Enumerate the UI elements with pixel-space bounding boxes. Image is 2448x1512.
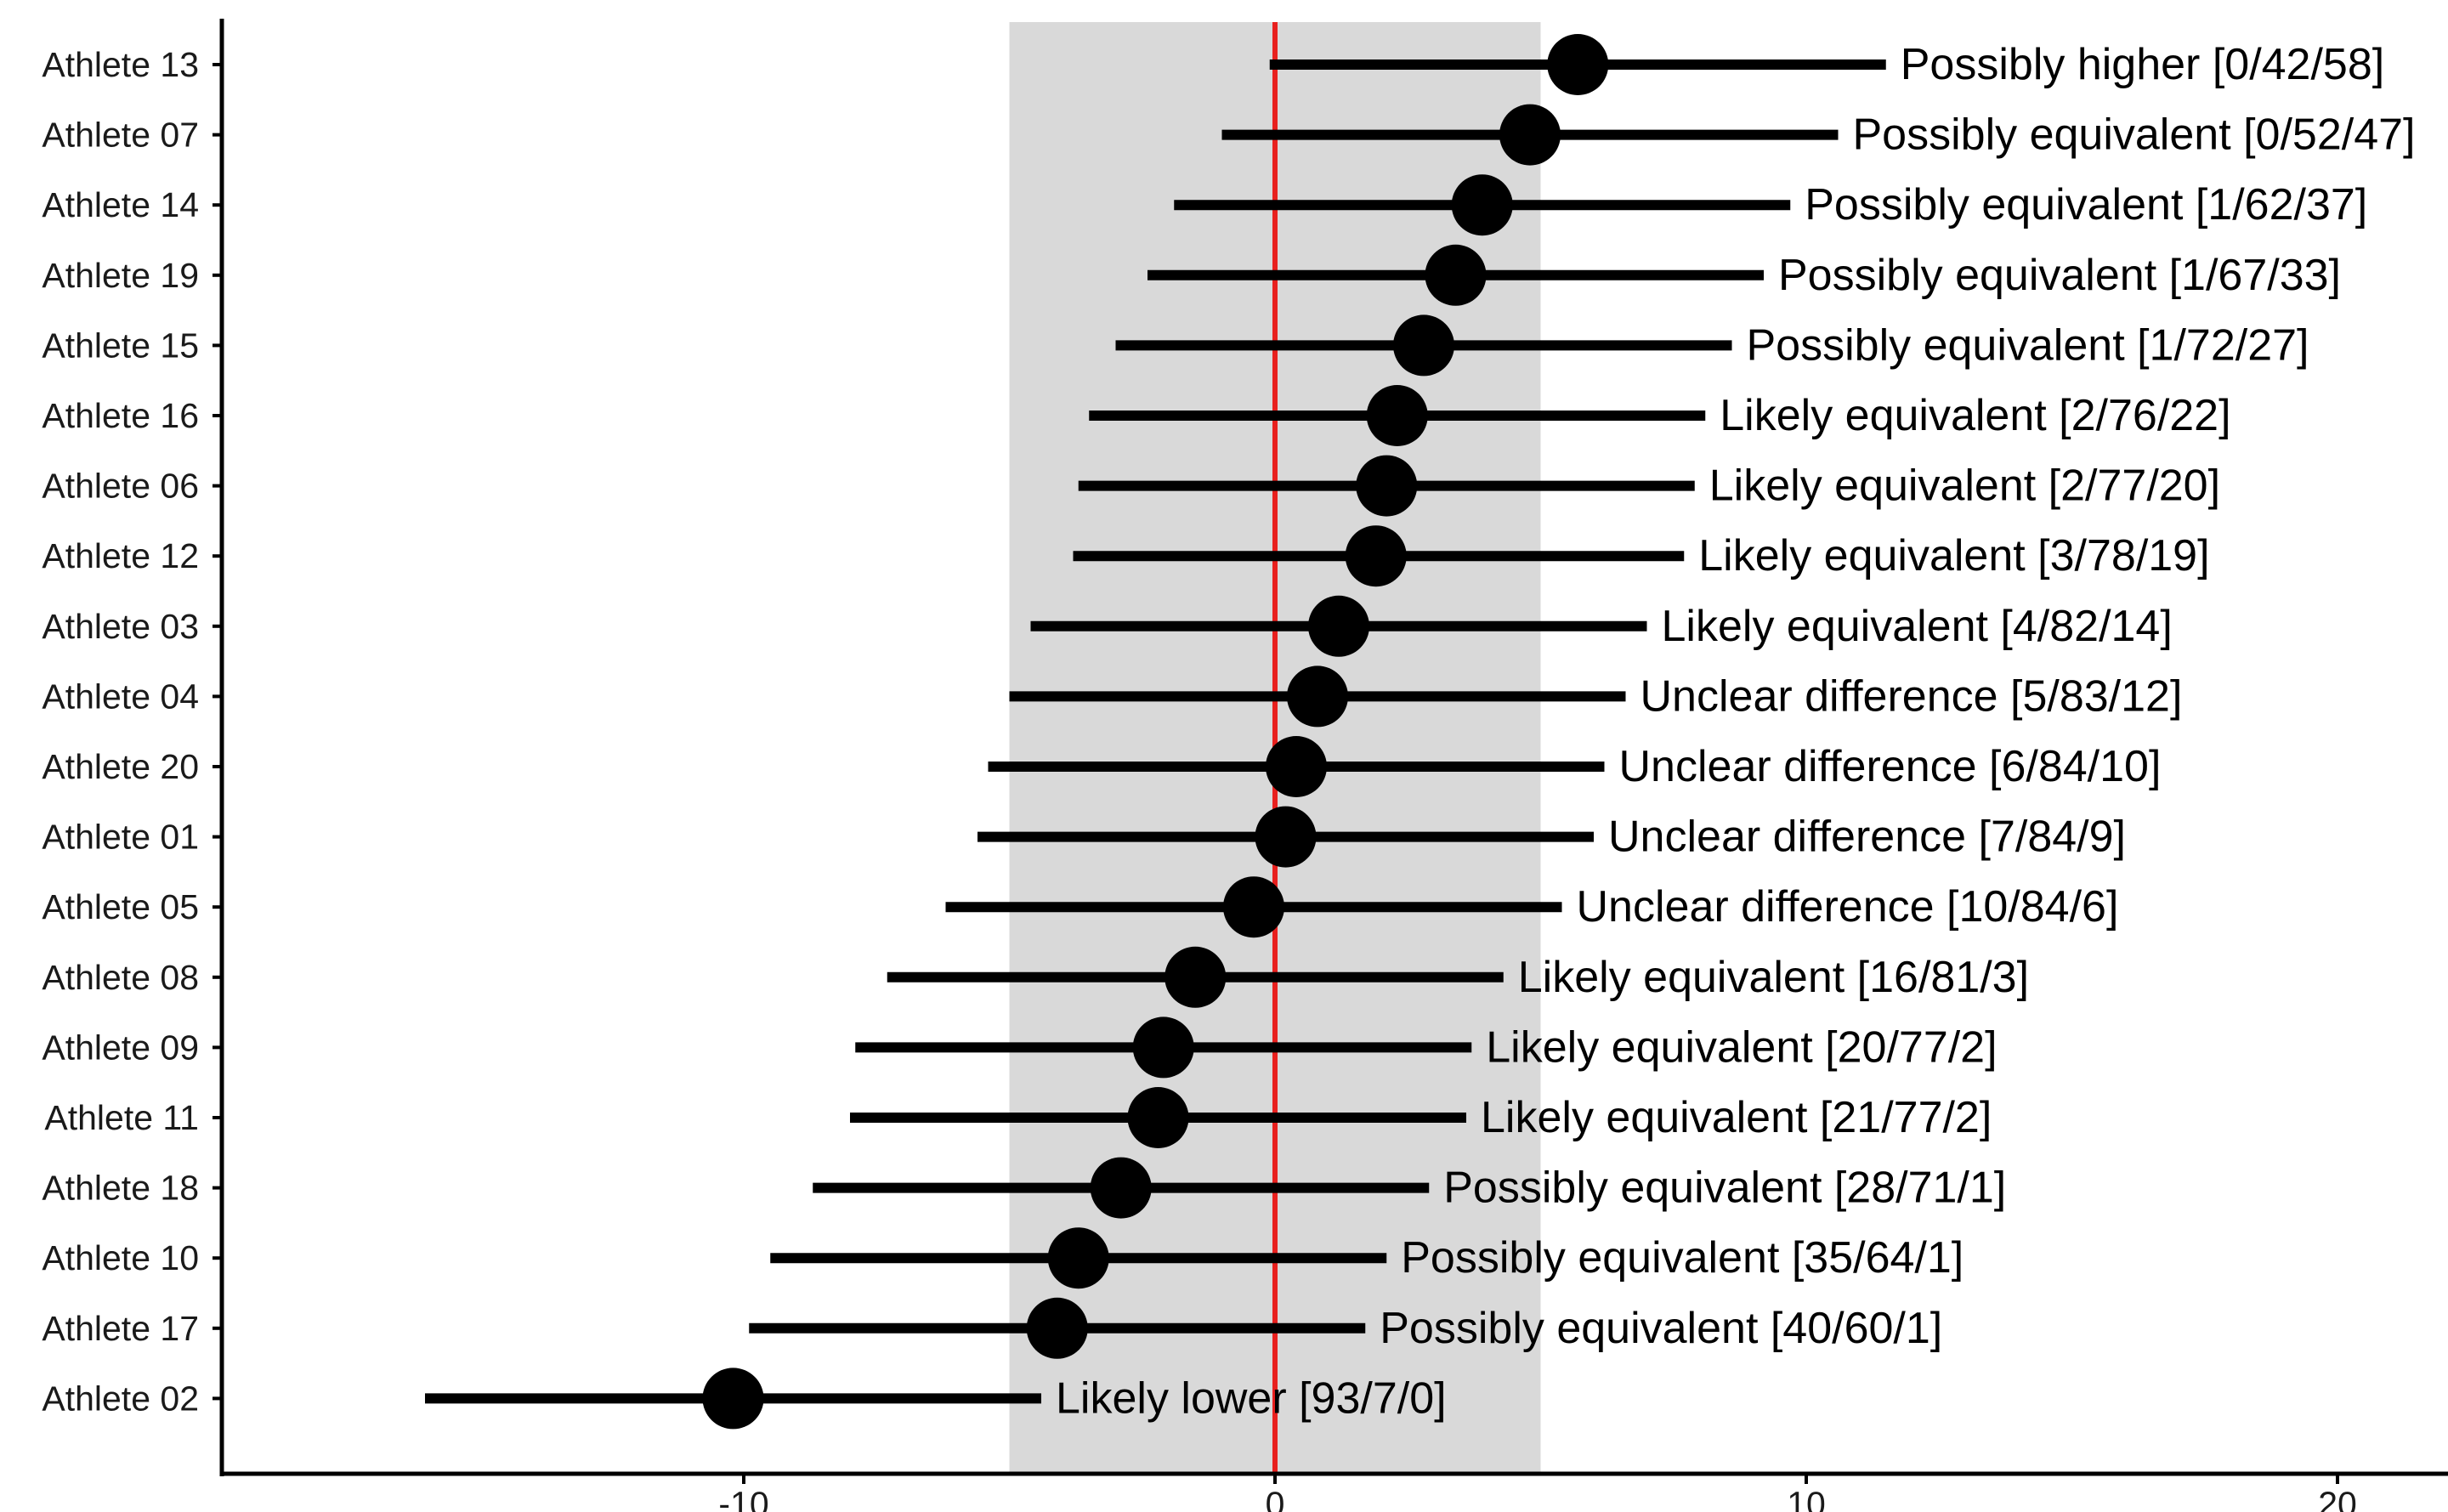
estimate-point	[1356, 455, 1418, 517]
y-tick-label: Athlete 08	[42, 958, 199, 997]
y-tick-label: Athlete 05	[42, 887, 199, 926]
y-tick-label: Athlete 13	[42, 45, 199, 84]
y-tick-label: Athlete 10	[42, 1238, 199, 1277]
estimate-point	[1090, 1157, 1152, 1219]
row-athlete-05: Unclear difference [10/84/6]	[945, 876, 2119, 938]
estimate-point	[1345, 525, 1407, 587]
data-label: Likely lower [93/7/0]	[1056, 1373, 1447, 1423]
row-athlete-09: Likely equivalent [20/77/2]	[855, 1016, 1998, 1079]
row-athlete-19: Possibly equivalent [1/67/33]	[1148, 244, 2341, 306]
y-tick-label: Athlete 19	[42, 256, 199, 295]
row-athlete-13: Possibly higher [0/42/58]	[1269, 34, 2384, 95]
estimate-point	[1266, 736, 1327, 797]
row-athlete-02: Likely lower [93/7/0]	[425, 1368, 1447, 1430]
data-label: Possibly equivalent [35/64/1]	[1401, 1233, 1964, 1283]
data-label: Likely equivalent [4/82/14]	[1662, 602, 2173, 651]
row-athlete-10: Possibly equivalent [35/64/1]	[770, 1227, 1964, 1289]
y-tick-label: Athlete 04	[42, 677, 199, 716]
row-athlete-11: Likely equivalent [21/77/2]	[850, 1087, 1992, 1148]
estimate-point	[1425, 244, 1487, 306]
data-label: Possibly equivalent [1/67/33]	[1778, 251, 2341, 300]
estimate-point	[1255, 806, 1317, 868]
y-tick-label: Athlete 11	[44, 1098, 199, 1137]
data-label: Likely equivalent [16/81/3]	[1518, 953, 2029, 1002]
data-label: Unclear difference [6/84/10]	[1619, 742, 2162, 791]
y-tick-label: Athlete 03	[42, 607, 199, 646]
estimate-point	[1499, 104, 1561, 166]
estimate-point	[702, 1368, 764, 1430]
row-athlete-16: Likely equivalent [2/76/22]	[1089, 385, 2231, 446]
data-label: Likely equivalent [2/77/20]	[1709, 462, 2220, 511]
data-label: Possibly equivalent [40/60/1]	[1380, 1304, 1942, 1353]
x-tick-label: 20	[2318, 1485, 2357, 1512]
row-athlete-01: Unclear difference [7/84/9]	[978, 806, 2126, 868]
row-athlete-17: Possibly equivalent [40/60/1]	[749, 1297, 1942, 1359]
estimate-point	[1287, 665, 1348, 728]
y-tick-label: Athlete 06	[42, 467, 199, 506]
row-athlete-03: Likely equivalent [4/82/14]	[1030, 595, 2173, 657]
data-label: Unclear difference [10/84/6]	[1577, 882, 2119, 932]
data-label: Likely equivalent [2/76/22]	[1720, 391, 2230, 440]
y-tick-label: Athlete 07	[42, 116, 199, 155]
data-label: Possibly higher [0/42/58]	[1901, 40, 2384, 89]
y-tick-label: Athlete 01	[42, 818, 199, 857]
row-athlete-07: Possibly equivalent [0/52/47]	[1221, 104, 2416, 166]
row-athlete-14: Possibly equivalent [1/62/37]	[1174, 174, 2367, 236]
data-label: Likely equivalent [3/78/19]	[1698, 531, 2209, 580]
y-tick-label: Athlete 20	[42, 747, 199, 786]
y-tick-label: Athlete 09	[42, 1028, 199, 1067]
y-tick-label: Athlete 15	[42, 326, 199, 365]
x-tick-label: -10	[718, 1485, 768, 1512]
estimate-point	[1127, 1087, 1189, 1148]
estimate-point	[1451, 174, 1513, 236]
data-label: Possibly equivalent [1/62/37]	[1805, 180, 2367, 229]
row-athlete-12: Likely equivalent [3/78/19]	[1073, 525, 2210, 587]
estimate-point	[1366, 385, 1428, 446]
estimate-point	[1393, 314, 1454, 377]
row-athlete-04: Unclear difference [5/83/12]	[1009, 665, 2183, 728]
x-tick-label: 0	[1266, 1485, 1285, 1512]
data-label: Possibly equivalent [28/71/1]	[1443, 1164, 2006, 1213]
y-tick-label: Athlete 12	[42, 536, 199, 575]
data-label: Unclear difference [7/84/9]	[1608, 813, 2126, 862]
estimate-point	[1164, 946, 1227, 1008]
data-label: Likely equivalent [21/77/2]	[1481, 1093, 1992, 1142]
y-tick-label: Athlete 02	[42, 1379, 199, 1418]
row-athlete-20: Unclear difference [6/84/10]	[988, 736, 2162, 797]
row-athlete-18: Possibly equivalent [28/71/1]	[813, 1157, 2006, 1219]
estimate-point	[1047, 1227, 1109, 1289]
x-tick-label: 10	[1787, 1485, 1826, 1512]
row-athlete-06: Likely equivalent [2/77/20]	[1078, 455, 2220, 517]
row-athlete-08: Likely equivalent [16/81/3]	[887, 946, 2029, 1008]
y-tick-label: Athlete 17	[42, 1309, 199, 1348]
estimate-point	[1026, 1297, 1088, 1359]
y-tick-label: Athlete 14	[42, 185, 199, 224]
data-label: Possibly equivalent [0/52/47]	[1853, 110, 2416, 160]
data-label: Likely equivalent [20/77/2]	[1486, 1022, 1997, 1072]
y-tick-label: Athlete 18	[42, 1169, 199, 1208]
estimate-point	[1132, 1016, 1194, 1079]
row-athlete-15: Possibly equivalent [1/72/27]	[1115, 314, 2309, 377]
estimate-point	[1547, 34, 1609, 95]
y-tick-label: Athlete 16	[42, 396, 199, 435]
data-label: Possibly equivalent [1/72/27]	[1747, 320, 2309, 370]
data-label: Unclear difference [5/83/12]	[1640, 671, 2183, 721]
estimate-point	[1223, 876, 1284, 938]
estimate-point	[1308, 595, 1369, 657]
